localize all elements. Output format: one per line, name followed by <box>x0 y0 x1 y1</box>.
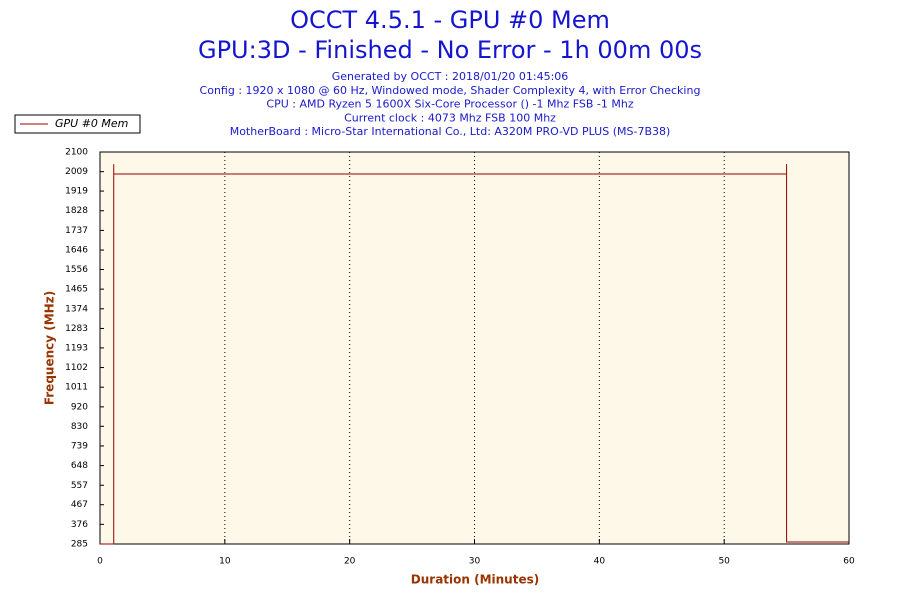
y-tick-label: 557 <box>71 481 88 491</box>
info-line: Generated by OCCT : 2018/01/20 01:45:06 <box>332 70 569 83</box>
y-tick-label: 920 <box>71 402 88 412</box>
x-tick-label: 60 <box>843 557 855 567</box>
info-lines: Generated by OCCT : 2018/01/20 01:45:06C… <box>200 70 701 138</box>
x-tick-label: 50 <box>718 557 730 567</box>
info-line: Current clock : 4073 Mhz FSB 100 Mhz <box>344 111 556 124</box>
x-axis-label: Duration (Minutes) <box>411 573 539 587</box>
y-tick-label: 285 <box>71 540 88 550</box>
y-tick-label: 2009 <box>65 167 88 177</box>
chart-title: OCCT 4.5.1 - GPU #0 Mem <box>290 6 610 34</box>
info-line: Config : 1920 x 1080 @ 60 Hz, Windowed m… <box>200 84 701 97</box>
y-tick-label: 1011 <box>65 383 88 393</box>
legend-box <box>14 114 141 134</box>
y-tick-label: 739 <box>71 441 88 451</box>
y-tick-label: 1737 <box>65 226 88 236</box>
legend: GPU #0 Mem <box>14 114 141 134</box>
x-tick-label: 0 <box>97 557 103 567</box>
y-tick-label: 1646 <box>65 246 88 256</box>
y-tick-label: 376 <box>71 520 88 530</box>
y-tick-label: 1919 <box>65 187 88 197</box>
info-line: CPU : AMD Ryzen 5 1600X Six-Core Process… <box>266 98 633 111</box>
y-tick-label: 467 <box>71 500 88 510</box>
y-tick-label: 648 <box>71 461 88 471</box>
x-tick-label: 10 <box>219 557 231 567</box>
y-tick-label: 2100 <box>65 148 88 158</box>
y-tick-label: 1556 <box>65 265 88 275</box>
y-axis-label: Frequency (MHz) <box>43 291 57 405</box>
y-tick-label: 1283 <box>65 324 88 334</box>
x-tick-label: 20 <box>344 557 356 567</box>
x-tick-label: 40 <box>594 557 606 567</box>
y-tick-label: 1828 <box>65 206 88 216</box>
y-tick-label: 1193 <box>65 343 88 353</box>
chart-subtitle: GPU:3D - Finished - No Error - 1h 00m 00… <box>198 36 702 64</box>
y-tick-label: 830 <box>71 422 88 432</box>
x-tick-label: 30 <box>469 557 481 567</box>
info-line: MotherBoard : Micro-Star International C… <box>230 125 671 138</box>
y-tick-label: 1465 <box>65 285 88 295</box>
legend-entry: GPU #0 Mem <box>55 117 128 130</box>
y-tick-label: 1102 <box>65 363 88 373</box>
series-line <box>100 164 849 545</box>
y-tick-label: 1374 <box>65 304 88 314</box>
